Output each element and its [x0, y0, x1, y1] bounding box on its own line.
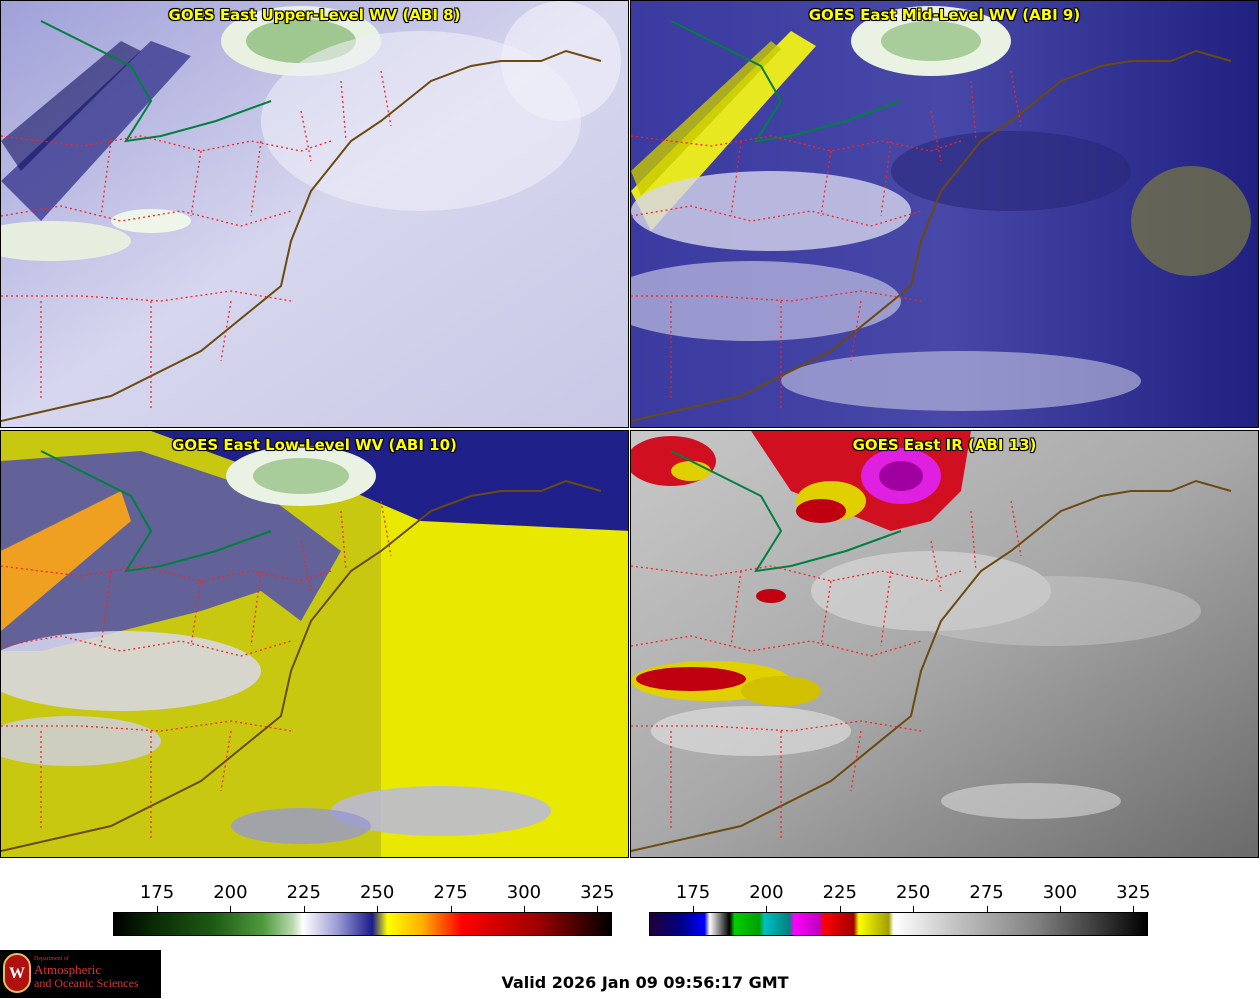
colorbar-tick-mark — [230, 906, 232, 914]
logo-line1: Atmospheric — [34, 962, 102, 977]
uw-seal-icon: W — [3, 953, 31, 993]
colorbar-tick-label: 250 — [359, 882, 395, 903]
map-panel-ir: GOES East IR (ABI 13) — [630, 430, 1259, 858]
colorbar-tick-label: 325 — [1116, 882, 1151, 903]
logo-line2: and Oceanic Sciences — [34, 976, 139, 990]
ir-colorbar — [649, 912, 1148, 936]
colorbar-tick-mark — [523, 906, 525, 914]
colorbar-tick-label: 300 — [1042, 882, 1078, 903]
colorbar-tick-label: 325 — [580, 882, 615, 903]
colorbar-tick-mark — [1133, 906, 1135, 914]
colorbar-tick-label: 275 — [969, 882, 1004, 903]
low-wv-imagery — [1, 431, 628, 857]
colorbar-tick-label: 175 — [675, 882, 711, 903]
colorbar-tick-label: 175 — [139, 882, 175, 903]
colorbar-tick-label: 225 — [822, 882, 857, 903]
colorbar-tick-label: 200 — [749, 882, 784, 903]
colorbar-tick-mark — [597, 906, 599, 914]
colorbar-tick-mark — [377, 906, 379, 914]
colorbar-tick-mark — [913, 906, 915, 914]
map-panel-low-wv: GOES East Low-Level WV (ABI 10) — [0, 430, 629, 858]
colorbar-tick-mark — [1059, 906, 1061, 914]
colorbar-tick-label: 250 — [895, 882, 931, 903]
colorbar-tick-label: 200 — [213, 882, 248, 903]
colorbar-tick-mark — [766, 906, 768, 914]
map-panel-mid-wv: GOES East Mid-Level WV (ABI 9) — [630, 0, 1259, 428]
wv-colorbar — [113, 912, 612, 936]
logo-dept-text: Department of — [34, 956, 69, 962]
ir-colorbar-ticks: 175 200 225 250 275 300 325 — [649, 882, 1151, 914]
colorbar-tick-mark — [693, 906, 695, 914]
colorbar-tick-label: 225 — [286, 882, 321, 903]
ir-imagery — [631, 431, 1258, 857]
wv-colorbar-ticks: 175 200 225 250 275 300 325 — [113, 882, 615, 914]
aos-logo: W Department of Atmospheric and Oceanic … — [0, 950, 161, 998]
colorbar-tick-label: 275 — [433, 882, 468, 903]
colorbar-tick-mark — [986, 906, 988, 914]
colorbar-tick-label: 300 — [506, 882, 542, 903]
map-panel-upper-wv: GOES East Upper-Level WV (ABI 8) — [0, 0, 629, 428]
colorbar-tick-mark — [839, 906, 841, 914]
colorbar-tick-mark — [303, 906, 305, 914]
mid-wv-imagery — [631, 1, 1258, 427]
colorbar-tick-mark — [450, 906, 452, 914]
upper-wv-imagery — [1, 1, 628, 427]
colorbar-tick-mark — [157, 906, 159, 914]
valid-time: Valid 2026 Jan 09 09:56:17 GMT — [501, 973, 789, 992]
